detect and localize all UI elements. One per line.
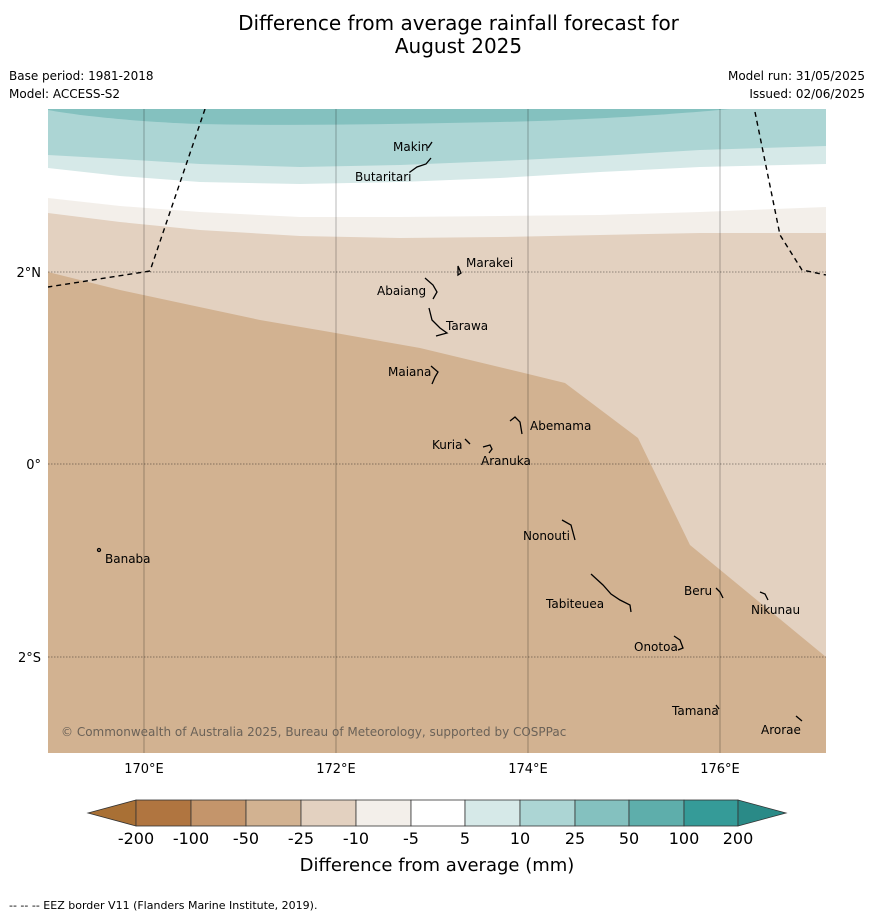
banaba-outline	[96, 547, 102, 553]
island-label-nikunau: Nikunau	[751, 603, 800, 617]
island-label-tarawa: Tarawa	[445, 319, 488, 333]
marakei-outline	[457, 265, 462, 277]
axis-labels: 170°E 172°E 174°E 176°E 2°N 0° 2°S	[17, 266, 740, 777]
lon-label: 176°E	[700, 762, 740, 777]
colorbar-segment	[355, 799, 412, 827]
map-title: Difference from average rainfall forecas…	[0, 12, 873, 58]
colorbar-tick: -25	[288, 829, 314, 848]
island-label-arorae: Arorae	[761, 723, 801, 737]
tamana-outline	[715, 704, 720, 710]
colorbar-arrow-high	[737, 799, 788, 827]
model-name: Model: ACCESS-S2	[9, 87, 121, 101]
meta-right: Model run: 31/05/2025 Issued: 02/06/2025	[728, 67, 865, 103]
issued-date: Issued: 02/06/2025	[749, 87, 865, 101]
lon-label: 170°E	[124, 762, 164, 777]
tabiteuea-outline	[590, 573, 632, 613]
colorbar-title: Difference from average (mm)	[300, 855, 575, 876]
island-label-beru: Beru	[684, 584, 712, 598]
colorbar-segment	[628, 799, 685, 827]
island-label-banaba: Banaba	[105, 552, 151, 566]
arorae-outline	[795, 715, 803, 722]
lon-label: 172°E	[316, 762, 356, 777]
eez-footnote: -- -- -- EEZ border V11 (Flanders Marine…	[9, 899, 318, 912]
colorbar-segment	[410, 799, 466, 827]
aranuka-outline	[482, 444, 493, 454]
island-label-abemama: Abemama	[530, 419, 591, 433]
island-label-tamana: Tamana	[671, 704, 719, 718]
colorbar-tick: -100	[173, 829, 209, 848]
colorbar-segment	[245, 799, 302, 827]
band-plus-25	[48, 109, 730, 125]
island-label-marakei: Marakei	[466, 256, 513, 270]
colorbar-segment	[519, 799, 576, 827]
butaritari-outline	[409, 157, 432, 173]
island-label-butaritari: Butaritari	[355, 170, 412, 184]
colorbar-segment	[464, 799, 521, 827]
island-label-onotoa: Onotoa	[634, 640, 678, 654]
colorbar-arrow-low	[86, 799, 137, 827]
colorbar-tick: 25	[565, 829, 585, 848]
title-line-1: Difference from average rainfall forecas…	[238, 11, 679, 35]
colorbar-segment	[683, 799, 739, 827]
lat-label: 2°N	[17, 266, 42, 281]
colorbar: -200 -100 -50 -25 -10 -5 5 10 50 100 200…	[86, 799, 788, 876]
band-minus-25	[48, 109, 826, 657]
colorbar-tick: -200	[118, 829, 154, 848]
kuria-outline	[464, 438, 471, 445]
colorbar-tick: -50	[233, 829, 259, 848]
colorbar-tick: 5	[460, 829, 470, 848]
lat-label: 0°	[26, 458, 41, 473]
island-label-aranuka: Aranuka	[481, 454, 531, 468]
nikunau-outline	[759, 591, 769, 601]
colorbar-tick: -10	[343, 829, 369, 848]
island-label-nonouti: Nonouti	[523, 529, 570, 543]
island-label-abaiang: Abaiang	[377, 284, 426, 298]
nonouti-outline	[561, 519, 576, 541]
island-label-kuria: Kuria	[432, 438, 463, 452]
tarawa-outline	[428, 307, 449, 337]
title-line-2: August 2025	[394, 34, 523, 58]
beru-outline	[715, 587, 724, 599]
colorbar-tick: 10	[510, 829, 530, 848]
maiana-outline	[430, 365, 439, 385]
colorbar-segment	[300, 799, 357, 827]
colorbar-tick: 200	[723, 829, 754, 848]
onotoa-outline	[673, 635, 684, 651]
base-period: Base period: 1981-2018	[9, 69, 154, 83]
colorbar-tick: 100	[669, 829, 700, 848]
abaiang-outline	[424, 277, 438, 300]
island-outlines	[96, 141, 803, 722]
graticule	[143, 109, 721, 753]
island-label-makin: Makin	[393, 140, 429, 154]
colorbar-tick: -5	[403, 829, 419, 848]
lat-label: 2°S	[18, 651, 41, 666]
map-area: Makin Butaritari Marakei Abaiang Tarawa …	[48, 109, 826, 753]
eez-border	[48, 109, 826, 288]
lat-gridlines	[48, 271, 826, 658]
island-label-maiana: Maiana	[388, 365, 431, 379]
colorbar-tick: 50	[619, 829, 639, 848]
copyright-notice: © Commonwealth of Australia 2025, Bureau…	[61, 725, 566, 739]
model-run: Model run: 31/05/2025	[727, 69, 865, 83]
colorbar-segment	[135, 799, 192, 827]
colorbar-segment	[574, 799, 630, 827]
makin-outline	[427, 141, 433, 149]
colorbar-segment	[190, 799, 247, 827]
lon-label: 174°E	[508, 762, 548, 777]
abemama-outline	[509, 416, 523, 435]
island-label-tabiteuea: Tabiteuea	[545, 597, 604, 611]
meta-left: Base period: 1981-2018 Model: ACCESS-S2	[9, 67, 154, 103]
